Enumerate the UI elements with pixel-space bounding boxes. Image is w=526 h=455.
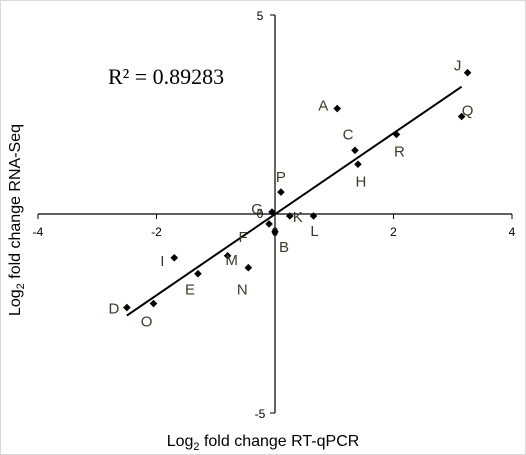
data-point-p — [277, 188, 285, 196]
y-axis-label-subscript: 2 — [15, 283, 27, 289]
data-point-l — [309, 212, 318, 220]
y-axis-label: Log2 fold change RNA-Seq — [7, 124, 27, 316]
point-label-k: K — [293, 209, 303, 226]
point-label-j: J — [454, 58, 462, 75]
data-point-h — [354, 160, 362, 169]
x-tick-label: 4 — [509, 225, 516, 239]
x-tick-label: 2 — [390, 225, 397, 239]
y-axis-label-rest: fold change RNA-Seq — [7, 124, 24, 283]
y-tick-label: 0 — [257, 207, 264, 221]
data-point-d — [123, 303, 131, 312]
point-label-p: P — [276, 169, 286, 186]
data-point-c — [351, 146, 359, 155]
point-label-e: E — [185, 282, 195, 299]
x-tick-label: -2 — [151, 225, 162, 239]
point-label-c: C — [343, 126, 354, 143]
point-label-l: L — [310, 223, 318, 240]
point-label-h: H — [356, 173, 367, 190]
data-point-a — [333, 104, 342, 113]
point-label-a: A — [318, 98, 328, 115]
y-tick-label: -5 — [255, 407, 266, 421]
trendline — [126, 85, 463, 317]
data-point-i — [170, 253, 179, 262]
data-point-f — [265, 220, 273, 228]
r-squared-annotation: R² = 0.89283 — [108, 64, 224, 89]
data-point-j — [463, 68, 472, 77]
x-axis-label-subscript: 2 — [193, 441, 199, 453]
point-label-o: O — [141, 314, 153, 331]
y-axis-label-prefix: Log — [7, 289, 24, 316]
x-axis-label-prefix: Log — [167, 433, 194, 450]
data-point-g — [268, 208, 276, 216]
data-point-b — [271, 228, 279, 236]
point-label-q: Q — [462, 102, 474, 119]
data-point-q — [457, 112, 466, 121]
data-point-r — [392, 130, 401, 139]
x-axis-label: Log2 fold change RT-qPCR — [167, 433, 360, 453]
point-label-m: M — [225, 252, 238, 269]
x-axis-label-rest: fold change RT-qPCR — [200, 433, 360, 450]
data-point-n — [244, 263, 253, 272]
data-points: A B C D E FG H I J KL MN O P Q R — [108, 58, 473, 331]
data-point-k — [286, 212, 294, 220]
x-tick-label: -4 — [33, 225, 44, 239]
point-label-g: G — [251, 201, 263, 218]
point-label-r: R — [394, 143, 405, 160]
data-point-m — [223, 251, 232, 260]
data-point-e — [194, 269, 202, 278]
point-label-i: I — [160, 253, 164, 270]
point-label-f: F — [238, 229, 247, 246]
point-label-b: B — [279, 239, 289, 256]
data-point-o — [149, 299, 158, 308]
point-label-n: N — [237, 282, 248, 299]
point-label-d: D — [108, 301, 119, 318]
y-tick-label: 5 — [257, 9, 264, 23]
